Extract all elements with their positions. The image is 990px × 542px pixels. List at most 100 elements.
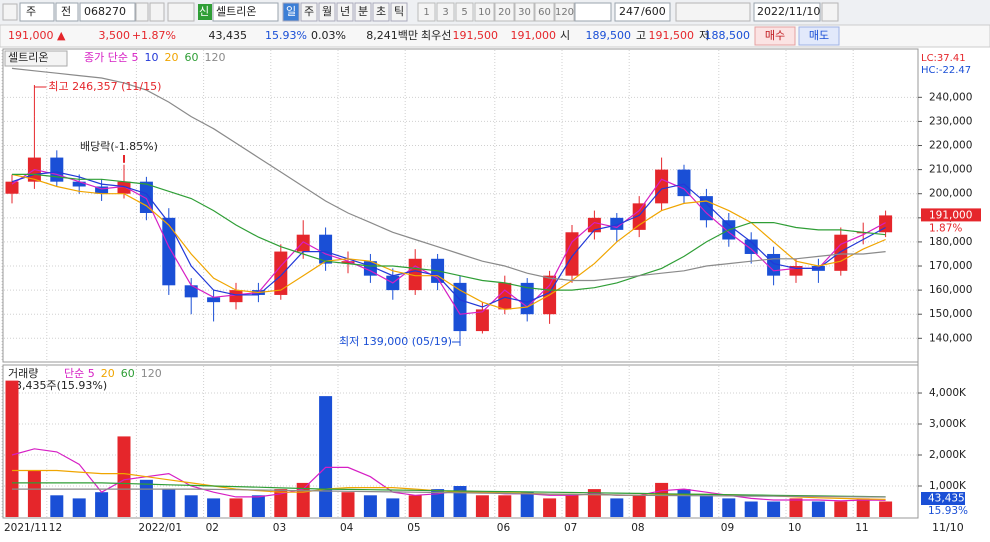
calendar-button[interactable] (821, 2, 839, 22)
volume-bar (72, 498, 86, 517)
y-tick-label: 150,000 (929, 308, 972, 320)
low-annotation: 최저 139,000 (05/19) (339, 335, 452, 348)
interval-button[interactable] (554, 2, 575, 22)
interval-label: 3 (442, 7, 448, 18)
volume-bar (744, 501, 758, 517)
period-button[interactable] (300, 2, 318, 22)
period-button[interactable] (354, 2, 372, 22)
y-tick-label: 220,000 (929, 140, 972, 152)
candle-body (341, 261, 355, 264)
interval-button[interactable] (455, 2, 474, 22)
candle-body (453, 282, 467, 332)
volume-bar (655, 482, 669, 517)
period-button[interactable] (336, 2, 354, 22)
volume-note: 43,435주(15.93%) (8, 379, 107, 392)
legend-entry: 종가 단순 5 (84, 51, 138, 64)
adjust: 전 (61, 5, 71, 18)
buy-button[interactable] (754, 26, 796, 46)
sell-button[interactable] (798, 26, 840, 46)
period-button[interactable] (390, 2, 408, 22)
tool-icons[interactable] (675, 2, 751, 22)
moving-average (11, 168, 886, 315)
candle-body (677, 169, 691, 197)
candle-body (274, 251, 288, 295)
price-title: 셀트리온 (8, 51, 48, 64)
y-tick-label: 200,000 (929, 188, 972, 200)
period-button[interactable] (318, 2, 336, 22)
interval-button[interactable] (474, 2, 495, 22)
volume-bar (431, 489, 445, 517)
candle-body (655, 169, 669, 204)
volume-bar (319, 396, 333, 517)
date-field[interactable] (753, 2, 821, 22)
ask: 191,500 (453, 29, 499, 42)
period-label: 주 (304, 5, 314, 18)
y-tick-label: 160,000 (929, 284, 972, 296)
interval-label: 5 (461, 7, 467, 18)
period-button[interactable] (282, 2, 300, 22)
moving-average (11, 171, 886, 308)
legend-entry: 60 (184, 51, 198, 64)
interval-button[interactable] (436, 2, 455, 22)
candle-body (5, 181, 19, 194)
candle-body (879, 215, 893, 233)
volume-bar (139, 479, 153, 517)
volume-bar (274, 489, 288, 517)
y-tick-label: 210,000 (929, 164, 972, 176)
view-select[interactable] (19, 2, 55, 22)
candle-body (184, 285, 198, 298)
volume-bar (610, 498, 624, 517)
interval-label: 120 (555, 7, 574, 18)
interval-button[interactable] (534, 2, 555, 22)
period-button[interactable] (372, 2, 390, 22)
range-select[interactable] (574, 2, 612, 22)
candle-body (834, 234, 848, 271)
candle-body (319, 234, 333, 264)
high-annotation: 최고 246,357 (11/15) (48, 80, 161, 93)
candle-body (408, 258, 422, 291)
interval-button[interactable] (514, 2, 535, 22)
amount: 8,241백만 (366, 29, 418, 42)
candle-body (162, 217, 176, 286)
hc: HC:-22.47 (921, 65, 971, 76)
legend-entry: 10 (144, 51, 158, 64)
candle-body (207, 297, 221, 303)
window-icon[interactable] (2, 3, 18, 21)
y-tick-label: 1,000K (929, 480, 967, 492)
volume-bar (5, 380, 19, 517)
candle-body (475, 309, 489, 332)
lc: LC:37.41 (921, 53, 966, 64)
bid: 191,000 (511, 29, 557, 42)
interval-button[interactable] (417, 2, 436, 22)
interval-label: 20 (498, 7, 511, 18)
volume-bar (587, 489, 601, 517)
y-tick-label: 4,000K (929, 387, 967, 399)
date: 2022/11/10 (757, 5, 820, 18)
volume-bar (722, 498, 736, 517)
turnover: 0.03% (311, 29, 346, 42)
change: 3,500 (99, 29, 131, 42)
volume-bar (386, 498, 400, 517)
x-tick-label: 06 (497, 522, 511, 534)
volume-bar (677, 489, 691, 517)
code-input[interactable] (79, 2, 136, 22)
search-button[interactable] (149, 2, 165, 22)
interval-button[interactable] (494, 2, 515, 22)
adjust-select[interactable] (55, 2, 79, 22)
code-dropdown[interactable] (135, 2, 149, 22)
candle-body (632, 203, 646, 230)
volume-bar (408, 495, 422, 517)
x-tick-label: 05 (407, 522, 420, 534)
y-tick-label: 180,000 (929, 236, 972, 248)
volume-bar (520, 492, 534, 517)
interval-label: 60 (538, 7, 551, 18)
name-field[interactable] (212, 2, 279, 22)
volume-bar (363, 495, 377, 517)
x-tick-label: 04 (340, 522, 354, 534)
count-field[interactable] (614, 2, 671, 22)
sound-button[interactable] (167, 2, 195, 22)
volume-bar (699, 495, 713, 517)
x-tick-label: 10 (788, 522, 801, 534)
candle-body (789, 266, 803, 276)
legend-entry: 20 (101, 367, 115, 380)
